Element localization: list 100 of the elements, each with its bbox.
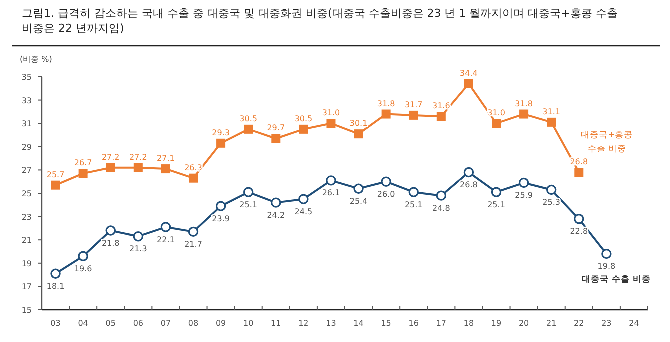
data-label: 21.7	[184, 240, 202, 249]
point	[381, 176, 392, 187]
data-label: 21.8	[102, 238, 120, 248]
data-label: 30.5	[240, 114, 258, 124]
point	[160, 222, 172, 232]
point	[134, 163, 143, 172]
data-label: 27.2	[102, 152, 120, 162]
data-label: 19.8	[598, 262, 616, 272]
y-tick-label: 25	[22, 190, 32, 198]
point	[50, 268, 61, 279]
x-tick-label: 20	[518, 319, 530, 328]
point	[518, 178, 530, 188]
series-label: 대중국+홍콩 수출 비중	[581, 130, 634, 155]
y-tick-label: 33	[22, 96, 32, 106]
x-tick-label: 17	[436, 319, 447, 328]
y-axis-title: (비중 %)	[20, 55, 52, 64]
data-label: 31.7	[404, 100, 423, 110]
point	[216, 201, 226, 212]
point	[491, 187, 502, 198]
x-tick-label: 04	[78, 319, 88, 328]
x-tick-label: 07	[160, 319, 172, 328]
data-label: 31.1	[542, 107, 560, 116]
point	[436, 112, 446, 122]
point	[78, 169, 88, 178]
text: 대중국 수출 비중	[582, 274, 652, 286]
point	[408, 187, 419, 198]
point	[464, 167, 474, 178]
data-label: 25.4	[350, 196, 368, 206]
point	[546, 184, 557, 196]
point	[299, 124, 308, 134]
data-label: 30.5	[294, 114, 313, 124]
data-label: 21.3	[130, 244, 148, 254]
data-label: 25.3	[542, 198, 560, 208]
data-label: 25.9	[515, 191, 533, 200]
y-tick-label: 29	[22, 142, 32, 152]
point	[492, 119, 501, 128]
x-tick-label: 09	[216, 319, 226, 328]
data-label: 18.1	[46, 282, 65, 291]
x-tick-label: 16	[408, 319, 419, 328]
data-label: 25.7	[46, 170, 65, 180]
data-label: 22.8	[570, 227, 588, 236]
data-label: 27.2	[130, 152, 148, 162]
x-tick-label: 13	[326, 319, 336, 328]
x-tick-label: 19	[491, 319, 502, 328]
point	[106, 163, 116, 172]
y-tick-label: 19	[22, 259, 32, 268]
point	[326, 176, 336, 186]
x-tick-label: 14	[354, 319, 364, 328]
y-tick-label: 15	[22, 306, 32, 315]
data-label: 24.5	[294, 207, 313, 216]
y-tick-label: 35	[22, 73, 32, 82]
point	[602, 248, 612, 260]
x-tick-label: 10	[243, 319, 254, 328]
data-label: 31.8	[377, 99, 396, 108]
point	[161, 164, 170, 174]
data-label: 25.1	[240, 200, 258, 210]
point	[464, 79, 474, 88]
x-tick-label: 22	[574, 319, 584, 328]
point	[547, 118, 556, 127]
point	[271, 198, 282, 208]
data-label: 31.8	[515, 99, 533, 108]
data-label: 25.1	[404, 200, 423, 210]
point	[574, 168, 584, 178]
point	[244, 124, 254, 134]
data-label: 22.1	[157, 235, 175, 244]
point	[382, 110, 391, 119]
data-label: 27.1	[157, 154, 175, 164]
point	[51, 180, 60, 190]
point	[520, 110, 529, 119]
data-label: 19.6	[74, 264, 92, 274]
data-label: 29.7	[267, 124, 286, 133]
y-tick-label: 27	[22, 166, 32, 176]
point	[298, 194, 309, 204]
point	[78, 251, 88, 262]
x-tick-label: 03	[50, 319, 61, 328]
data-label: 25.1	[488, 200, 506, 210]
data-label: 34.4	[460, 68, 478, 78]
point	[326, 119, 336, 128]
point	[574, 214, 584, 224]
x-tick-label: 15	[381, 319, 392, 328]
x-tick-label: 18	[464, 319, 474, 328]
data-label: 31.0	[322, 108, 340, 118]
point	[272, 134, 281, 144]
x-tick-label: 23	[602, 319, 612, 328]
x-tick-label: 24	[629, 319, 640, 328]
data-label: 24.8	[432, 204, 450, 213]
data-label: 26.7	[74, 158, 92, 168]
y-tick-label: 17	[22, 282, 32, 292]
point	[188, 226, 199, 238]
point	[189, 174, 198, 183]
data-label: 29.3	[212, 128, 230, 138]
y-tick-label: 31	[22, 120, 32, 129]
point	[354, 184, 364, 194]
y-tick-label: 23	[22, 212, 32, 222]
x-tick-label: 08	[188, 319, 199, 328]
x-tick-label: 05	[106, 319, 116, 328]
x-tick-label: 11	[271, 319, 282, 328]
point	[106, 226, 116, 236]
point	[354, 130, 364, 139]
point	[409, 110, 418, 120]
